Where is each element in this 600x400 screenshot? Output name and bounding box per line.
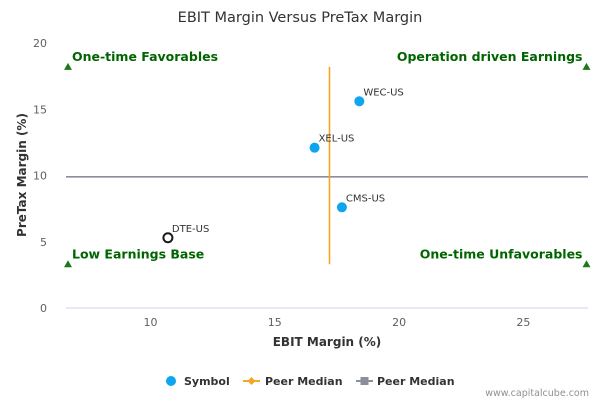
y-tick-label: 15: [33, 103, 47, 116]
data-label-dte-us: DTE-US: [172, 224, 209, 235]
x-tick-label: 15: [268, 316, 282, 329]
legend-peer-median-x-label: Peer Median: [265, 375, 343, 388]
watermark: www.capitalcube.com: [485, 388, 589, 399]
legend: Symbol Peer Median Peer Median: [166, 375, 455, 388]
y-tick-label: 10: [33, 170, 47, 183]
legend-peer-median-y-marker: [360, 377, 369, 385]
data-label-wec-us: WEC-US: [363, 87, 403, 98]
y-tick-label: 5: [40, 236, 47, 249]
quadrant-label-bottom-left: Low Earnings Base: [72, 246, 204, 261]
data-point-cms-us: [336, 202, 347, 213]
legend-peer-median-x-marker: [247, 377, 256, 385]
chart-title: EBIT Margin Versus PreTax Margin: [178, 10, 423, 26]
legend-symbol-label: Symbol: [184, 375, 230, 388]
quadrant-label-top-left: One-time Favorables: [72, 49, 218, 64]
data-point-wec-us: [354, 96, 365, 107]
quadrant-marker-top-right: [582, 62, 591, 70]
quadrant-marker-bottom-left: [63, 260, 72, 268]
legend-item-symbol[interactable]: Symbol: [166, 375, 230, 388]
legend-item-peer-median-y[interactable]: Peer Median: [356, 375, 455, 388]
quadrant-label-top-right: Operation driven Earnings: [397, 49, 583, 64]
y-tick-label: 20: [33, 37, 47, 50]
x-axis-title: EBIT Margin (%): [273, 335, 382, 349]
data-point-xel-us: [309, 142, 320, 153]
legend-peer-median-y-label: Peer Median: [377, 375, 455, 388]
data-label-xel-us: XEL-US: [319, 134, 355, 145]
x-tick-label: 10: [144, 316, 158, 329]
quadrant-marker-bottom-right: [582, 260, 591, 268]
y-axis-title: PreTax Margin (%): [15, 113, 29, 237]
x-tick-label: 25: [516, 316, 530, 329]
quadrant-marker-top-left: [63, 62, 72, 70]
data-point-dte-us: [162, 232, 174, 244]
data-label-cms-us: CMS-US: [346, 193, 385, 204]
legend-item-peer-median-x[interactable]: Peer Median: [243, 375, 343, 388]
plot-area: 0 5 10 15 20 10 15 20 25 One-time Favorables Opera…: [33, 37, 591, 329]
x-tick-label: 20: [392, 316, 406, 329]
legend-symbol-marker: [166, 376, 176, 386]
quadrant-label-bottom-right: One-time Unfavorables: [420, 246, 583, 261]
y-tick-label: 0: [40, 302, 47, 315]
